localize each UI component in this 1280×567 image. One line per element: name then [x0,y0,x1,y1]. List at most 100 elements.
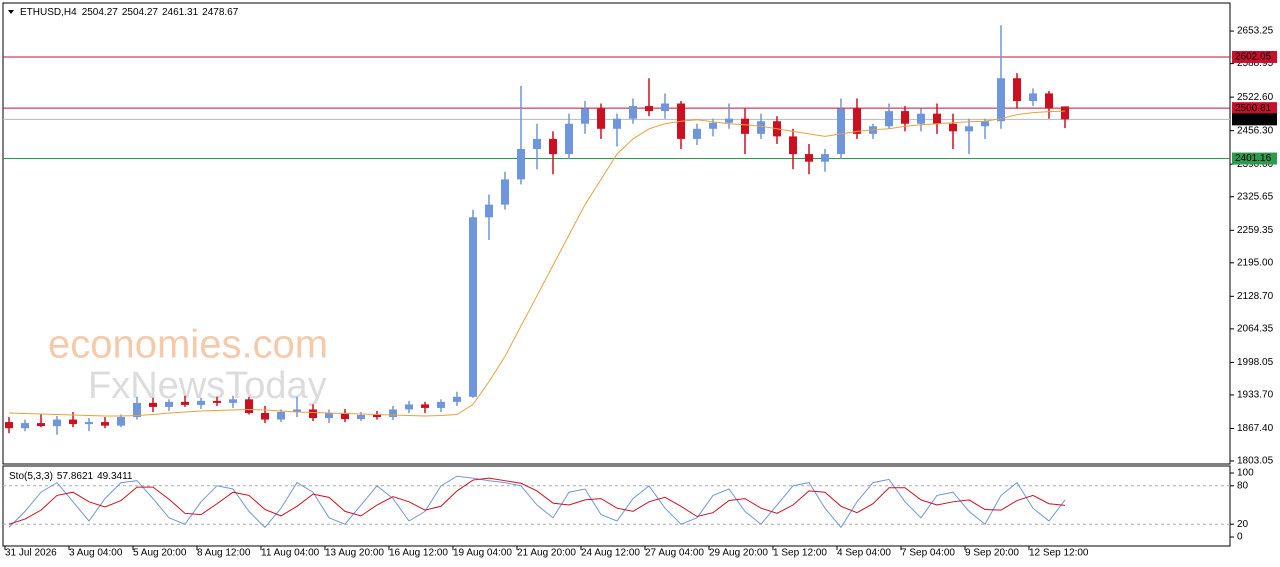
candle-body [1013,78,1021,101]
moving-average [8,110,1066,417]
menu-arrow [8,10,14,14]
candle-body [997,78,1005,122]
indicator-name: Sto(5,3,3) [9,471,53,482]
candle-body [133,402,141,418]
candle-body [309,409,317,419]
header: ETHUSD,H4 2504.27 2504.27 2461.31 2478.67 [20,7,239,18]
price-level-label: 2500.81 [1235,103,1272,114]
x-tick-label: 4 Sep 04:00 [837,548,891,559]
indicator-title: Sto(5,3,3) 57.8621 49.3411 [9,471,133,482]
candle-body [933,113,941,124]
x-tick-label: 8 Aug 12:00 [197,548,251,559]
stoch-line [8,477,1066,525]
candle-body [885,111,893,127]
indicator-value: 57.8621 [57,471,94,482]
x-tick-label: 9 Sep 20:00 [965,548,1019,559]
x-tick-label: 7 Sep 04:00 [901,548,955,559]
candle-body [917,113,925,124]
candle-body [597,108,605,129]
candle-body [629,106,637,119]
candle-body [421,404,429,408]
y-tick-label: 2456.30 [1237,125,1274,136]
candle-body [117,417,125,426]
x-tick-label: 19 Aug 04:00 [453,548,512,559]
price-level-label: 2602.05 [1235,52,1272,63]
candle-body [453,396,461,402]
candle-body [565,123,573,155]
candle-body [341,412,349,420]
candle-body [261,412,269,420]
candle-body [549,138,557,155]
candle-body [181,401,189,405]
candle-body [613,118,621,129]
x-tick-label: 1 Sep 12:00 [773,548,827,559]
candle-body [357,415,365,420]
candle-body [21,423,29,429]
candle-body [405,404,413,410]
x-tick-label: 13 Aug 20:00 [325,548,384,559]
x-tick-label: 24 Aug 12:00 [581,548,640,559]
candle-body [501,179,509,205]
y-tick-label: 1933.70 [1237,390,1274,401]
watermark: economies.com [48,323,328,367]
candle-body [245,399,253,413]
candle-body [293,409,301,412]
candle-body [325,412,333,419]
watermark: FxNewsToday [88,365,327,407]
x-tick-label: 16 Aug 12:00 [389,548,448,559]
ohlc-value: 2478.67 [202,7,239,18]
price-level-label: 2478.67 [1235,114,1272,125]
y-tick-label: 2128.70 [1237,291,1274,302]
candle-body [789,136,797,155]
y-tick-label: 2522.60 [1237,92,1274,103]
price-level-label: 2401.16 [1235,153,1272,164]
candle-body [101,422,109,426]
y-tick-label: 2588.95 [1237,58,1274,69]
y-tick-label: 1998.05 [1237,357,1274,368]
ohlc-value: 2461.31 [162,7,199,18]
candle-body [853,108,861,134]
candle-body [69,419,77,425]
candle-body [805,154,813,162]
x-tick-label: 11 Aug 04:00 [261,548,320,559]
candle-body [197,400,205,405]
candle-body [821,154,829,162]
candle-body [5,422,13,429]
y-tick-label: 0 [1237,532,1243,543]
stoch-panel [2,465,1231,547]
x-tick-label: 31 Jul 2026 [5,548,57,559]
price-level-box [1232,113,1277,126]
candle-body [485,204,493,218]
indicator-value: 49.3411 [97,471,133,482]
candle-body [741,118,749,134]
ohlc-value: 2504.27 [82,7,119,18]
candle-body [53,419,61,427]
candle-body [661,103,669,112]
y-tick-label: 1803.05 [1237,456,1274,467]
candle-body [757,121,765,134]
candle-body [229,399,237,403]
candle-body [965,126,973,132]
candle-body [1029,93,1037,101]
candle-body [581,108,589,124]
candle-body [1045,93,1053,109]
candle-body [533,138,541,150]
candle-body [373,415,381,418]
y-tick-label: 2653.25 [1237,26,1274,37]
candle-body [725,118,733,123]
y-tick-label: 80 [1237,480,1249,491]
candle-body [981,121,989,127]
candle-body [469,217,477,397]
stoch-line [8,475,1066,529]
candle-body [149,402,157,407]
candle-body [645,106,653,112]
price-level-box [1232,152,1277,165]
y-tick-label: 2325.65 [1237,191,1274,202]
x-tick-label: 27 Aug 04:00 [645,548,704,559]
y-tick-label: 2195.00 [1237,257,1274,268]
price-level-box [1232,50,1277,63]
candle-body [837,108,845,155]
candle-body [37,423,45,427]
y-tick-label: 100 [1237,468,1254,479]
candle-body [389,409,397,418]
